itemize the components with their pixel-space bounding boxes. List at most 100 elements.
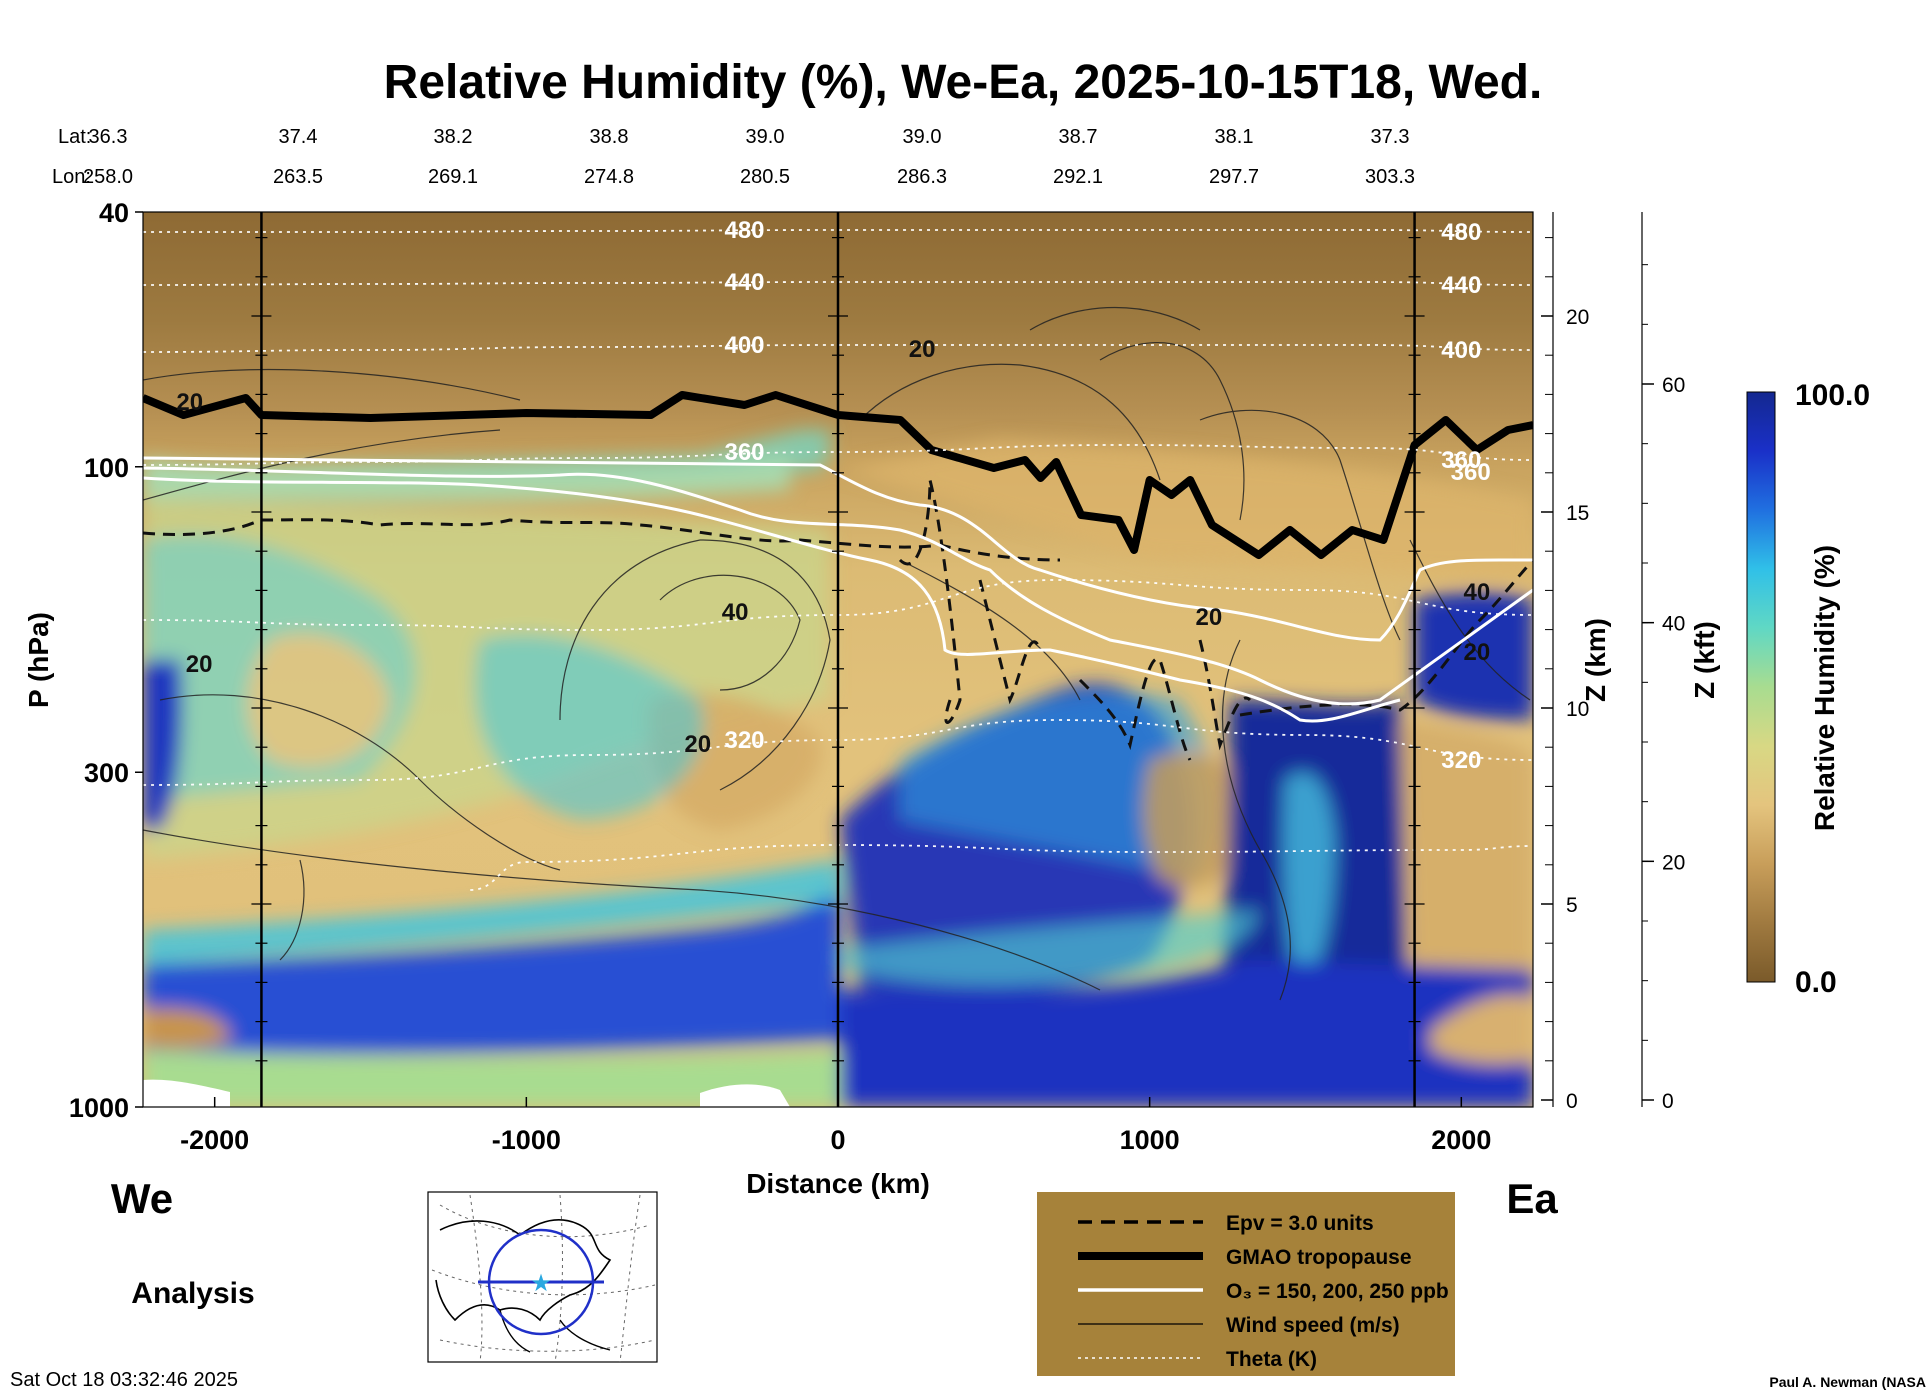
field-tan-east-upper: [840, 440, 1533, 580]
theta-label-east: 520: [1441, 175, 1481, 202]
legend-item-label: Epv = 3.0 units: [1226, 1212, 1374, 1235]
epv-contour-east-5: [1239, 558, 1533, 717]
wind-speed-contours: [143, 306, 1531, 1001]
field-cyan-upper: [143, 455, 790, 502]
colorbar-max-label: 100.0: [1795, 379, 1870, 412]
field-moist-band-upper: [143, 430, 830, 478]
lat-value: 38.2: [434, 126, 473, 148]
credit: Paul A. Newman (NASA: [1769, 1374, 1926, 1390]
field-tan-lowlevel: [143, 1009, 230, 1049]
theta-label-east: 400: [1441, 337, 1481, 364]
lat-value: 37.4: [279, 126, 318, 148]
contour-label: 20: [1464, 639, 1491, 666]
west-label: We: [111, 1175, 173, 1222]
field-ground-mask-mid: [700, 1084, 790, 1107]
y-axis-label: P (hPa): [23, 612, 54, 708]
ozone-contours: [143, 456, 1533, 723]
contour-label: 360: [1451, 459, 1491, 486]
graticule-5: [554, 1194, 563, 1363]
x-axis-label: Distance (km): [746, 1168, 930, 1199]
lon-value: 292.1: [1053, 166, 1103, 188]
contour-label: 40: [1464, 579, 1491, 606]
graticule-1: [439, 1204, 651, 1238]
graticule-4: [469, 1194, 483, 1363]
z-kft-tick-label: 0: [1662, 1090, 1674, 1113]
lat-header-label: Lat:: [58, 126, 91, 148]
lat-values: 36.3 37.4 38.2 38.8 39.0 39.0 38.7 38.1 37.3: [89, 126, 1410, 148]
epv-contour-east-2: [978, 579, 1042, 705]
x-tick-label: -2000: [180, 1125, 249, 1155]
epv-contour-east-4: [1198, 639, 1252, 751]
contour-label: 20: [176, 389, 203, 416]
colorbar-min-label: 0.0: [1795, 966, 1837, 999]
wind-contour-3: [659, 574, 801, 691]
lon-value: 269.1: [428, 166, 478, 188]
legend-item-label: Wind speed (m/s): [1226, 1314, 1400, 1337]
lon-value: 258.0: [83, 166, 133, 188]
x-tick-label: 2000: [1431, 1125, 1491, 1155]
lat-value: 39.0: [746, 126, 785, 148]
wind-contour-1: [159, 694, 561, 871]
ozone-contour-1: [143, 456, 1533, 642]
epv-contour-west: [143, 518, 1061, 562]
lon-value: 280.5: [740, 166, 790, 188]
contour-label: 20: [909, 336, 936, 363]
x-tick-label: 0: [830, 1125, 845, 1155]
wind-contour-13: [1409, 539, 1531, 701]
x-tick-label: -1000: [492, 1125, 561, 1155]
wind-contour-5: [1099, 341, 1245, 521]
lat-value: 38.1: [1215, 126, 1254, 148]
timestamp: Sat Oct 18 03:32:46 2025: [10, 1369, 238, 1391]
theta-contour-line: [143, 444, 1533, 466]
legend-item-label: O₃ = 150, 200, 250 ppb: [1226, 1280, 1449, 1303]
lat-value: 37.3: [1371, 126, 1410, 148]
chart-title: Relative Humidity (%), We-Ea, 2025-10-15…: [384, 56, 1543, 109]
ozone-contour-2: [143, 466, 1533, 706]
lat-value: 39.0: [903, 126, 942, 148]
z-km-axis-label: Z (km): [1580, 618, 1611, 702]
legend-item-label: Theta (K): [1226, 1348, 1317, 1371]
wind-contour-10: [143, 829, 1101, 991]
wind-contour-4: [859, 363, 1161, 481]
lon-value: 297.7: [1209, 166, 1259, 188]
theta-label: 480: [724, 217, 764, 244]
wind-contour-11: [279, 859, 305, 961]
analysis-label: Analysis: [131, 1277, 254, 1310]
theta-label-east: 440: [1441, 272, 1481, 299]
field-cyan-east: [900, 692, 1218, 880]
field-tan-east-lower: [1400, 720, 1533, 1004]
x-axis-ticks: -2000 -1000 0 1000 2000: [180, 1097, 1491, 1155]
x-tick-label: 1000: [1120, 1125, 1180, 1155]
field-blue-lower-east: [840, 960, 1533, 1107]
graticule-2: [431, 1269, 656, 1296]
z-kft-tick-label: 60: [1662, 374, 1685, 397]
field-blue-lowlevel: [143, 880, 840, 1055]
contour-label: 20: [1196, 604, 1223, 631]
epv-contour-east-3: [1078, 657, 1192, 761]
theta-contour-line: [143, 229, 1533, 233]
lon-values: 258.0 263.5 269.1 274.8 280.5 286.3 292.1 297.7…: [83, 166, 1415, 188]
field-cyan-column: [1283, 772, 1335, 990]
wind-contour-7: [1221, 639, 1291, 1001]
z-kft-axis-label: Z (kft): [1689, 621, 1720, 699]
y-tick-label: 1000: [69, 1093, 129, 1123]
theta-label: 360: [724, 439, 764, 466]
z-kft-tick-label: 20: [1662, 851, 1685, 874]
lat-value: 36.3: [89, 126, 128, 148]
z-km-axis: 0 5 10 15 20: [1541, 212, 1589, 1113]
lon-value: 303.3: [1365, 166, 1415, 188]
z-km-tick-label: 5: [1566, 894, 1578, 917]
z-km-tick-label: 15: [1566, 502, 1589, 525]
inset-graticule: [431, 1194, 656, 1363]
field-blue-east-edge: [1415, 592, 1533, 720]
field-green-surface: [143, 1050, 840, 1107]
theta-label-east: 320: [1441, 747, 1481, 774]
colorbar: [1746, 391, 1776, 983]
y-axis-ticks: 40 100 300 1000: [69, 198, 143, 1123]
wind-contour-2: [559, 539, 831, 791]
field-cyan-lower-east: [840, 910, 1260, 985]
theta-contour-line: [143, 281, 1533, 286]
gmao-tropopause-line: [143, 391, 1533, 559]
